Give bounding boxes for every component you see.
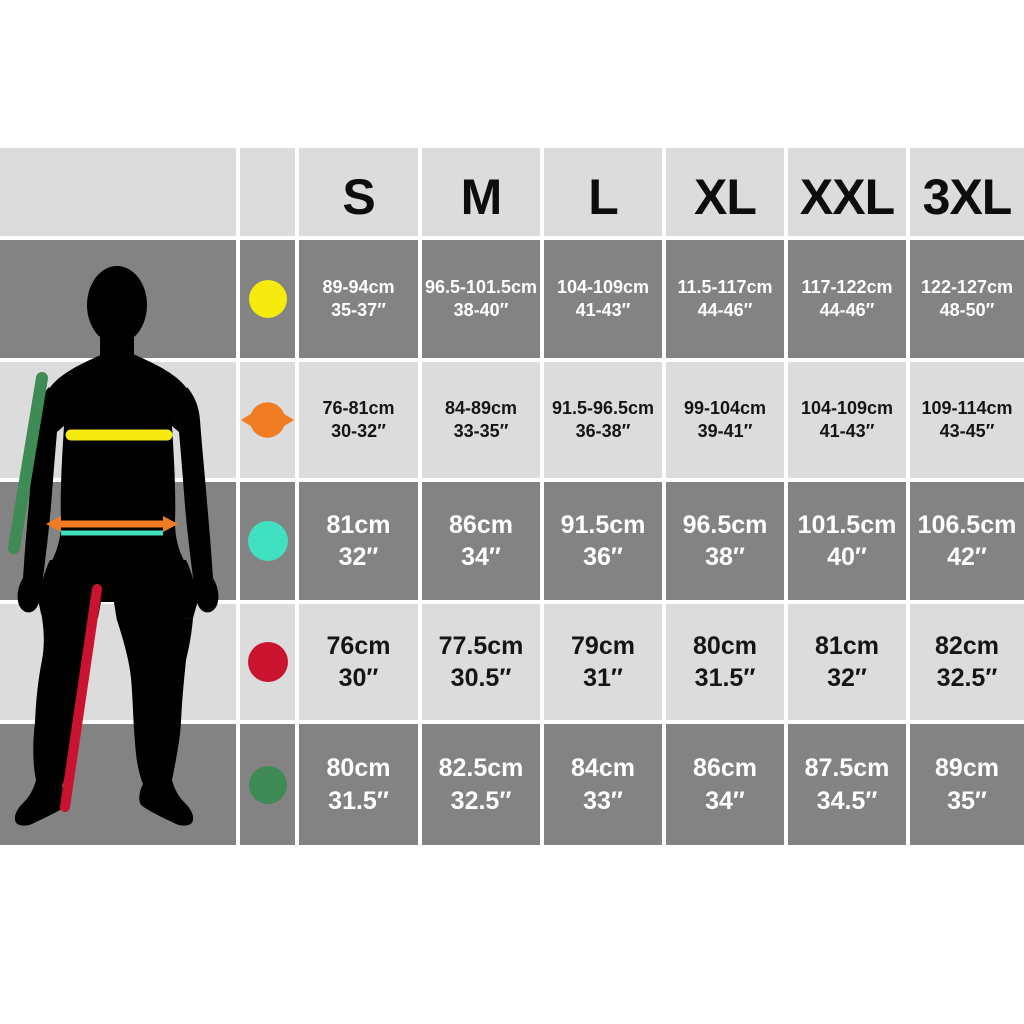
- size-column-header-l: L: [544, 148, 662, 236]
- body-silhouette: [8, 266, 219, 826]
- measurement-cell: 82.5cm 32.5″: [422, 724, 540, 845]
- measurement-cell: 76-81cm 30-32″: [299, 362, 418, 478]
- measurement-cell: 96.5-101.5cm 38-40″: [422, 240, 540, 358]
- marker-cell: [240, 362, 295, 478]
- measurement-cell: 82cm 32.5″: [910, 604, 1024, 720]
- measurement-cell: 76cm 30″: [299, 604, 418, 720]
- measurement-cell: 122-127cm 48-50″: [910, 240, 1024, 358]
- size-column-header-xxl: XXL: [788, 148, 906, 236]
- orange-double-arrow-icon: [240, 402, 295, 438]
- measurement-cell: 104-109cm 41-43″: [788, 362, 906, 478]
- measurement-cell: 81cm 32″: [788, 604, 906, 720]
- green-dot-icon: [248, 765, 287, 804]
- orange-waist-arrowhead-right: [163, 516, 178, 532]
- marker-cell: [240, 724, 295, 845]
- measurement-cell: 80cm 31.5″: [299, 724, 418, 845]
- size-column-header-m: M: [422, 148, 540, 236]
- measurement-cell: 109-114cm 43-45″: [910, 362, 1024, 478]
- measurement-cell: 86cm 34″: [422, 482, 540, 600]
- size-chart: S M L XL XXL 3XL 89-94cm 35-37″ 96.5-101.…: [0, 148, 1024, 845]
- green-sleeve-line: [8, 372, 48, 554]
- measurement-cell: 96.5cm 38″: [666, 482, 784, 600]
- measurement-cell: 91.5cm 36″: [544, 482, 662, 600]
- measurement-cell: 79cm 31″: [544, 604, 662, 720]
- measurement-overlay: [8, 372, 178, 812]
- measurement-cell: 104-109cm 41-43″: [544, 240, 662, 358]
- size-column-header-s: S: [299, 148, 418, 236]
- marker-cell: [240, 604, 295, 720]
- marker-cell: [240, 482, 295, 600]
- measurement-cell: 87.5cm 34.5″: [788, 724, 906, 845]
- measurement-cell: 99-104cm 39-41″: [666, 362, 784, 478]
- measurement-cell: 117-122cm 44-46″: [788, 240, 906, 358]
- measurement-cell: 106.5cm 42″: [910, 482, 1024, 600]
- measurement-cell: 77.5cm 30.5″: [422, 604, 540, 720]
- red-dot-icon: [247, 642, 288, 682]
- measurement-cell: 84cm 33″: [544, 724, 662, 845]
- measurement-cell: 91.5-96.5cm 36-38″: [544, 362, 662, 478]
- measurement-cell: 11.5-117cm 44-46″: [666, 240, 784, 358]
- measurement-cell: 80cm 31.5″: [666, 604, 784, 720]
- measurement-cell: 89cm 35″: [910, 724, 1024, 845]
- body-figure-panel: [0, 148, 236, 845]
- measurement-cell: 84-89cm 33-35″: [422, 362, 540, 478]
- marker-column-header: [240, 148, 295, 236]
- marker-cell: [240, 240, 295, 358]
- size-column-header-3xl: 3XL: [910, 148, 1024, 236]
- measurement-cell: 81cm 32″: [299, 482, 418, 600]
- measurement-cell: 101.5cm 40″: [788, 482, 906, 600]
- teal-dot-icon: [247, 521, 288, 561]
- measurement-cell: 89-94cm 35-37″: [299, 240, 418, 358]
- size-column-header-xl: XL: [666, 148, 784, 236]
- yellow-dot-icon: [248, 280, 287, 318]
- red-inseam-line: [60, 584, 102, 812]
- figure-stripe: [0, 148, 236, 236]
- measurement-cell: 86cm 34″: [666, 724, 784, 845]
- orange-waist-arrowhead-left: [46, 516, 61, 532]
